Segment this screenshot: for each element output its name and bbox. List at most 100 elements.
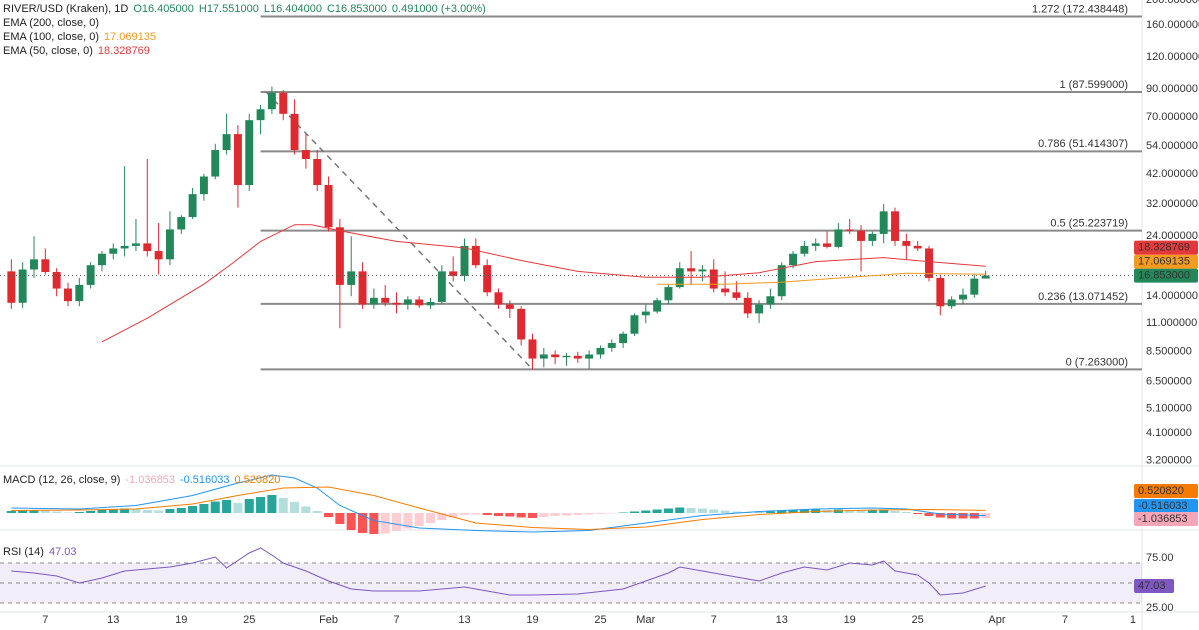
macd-histogram-bar — [799, 509, 809, 513]
macd-histogram-bar — [618, 512, 628, 513]
candle-body — [245, 120, 254, 186]
x-tick-label: 7 — [393, 614, 399, 626]
macd-histogram-bar — [958, 513, 968, 519]
candle-body — [290, 113, 299, 151]
macd-histogram-bar — [391, 513, 402, 531]
macd-histogram-bar — [154, 510, 164, 513]
fib-label: 1 (87.599000) — [1060, 79, 1129, 91]
macd-histogram-bar — [267, 495, 277, 513]
macd-histogram-bar — [595, 513, 605, 514]
macd-histogram-bar — [788, 510, 798, 513]
macd-histogram-bar — [652, 509, 662, 513]
y-tick-label: 14.000000 — [1146, 290, 1198, 302]
macd-histogram-bar — [233, 503, 243, 513]
fib-label: 1.272 (172.438448) — [1032, 3, 1128, 15]
candle-body — [381, 297, 390, 303]
candle-body — [313, 158, 322, 186]
macd-histogram-bar — [290, 502, 300, 513]
candle-body — [120, 245, 129, 249]
legend-label: EMA (50, close, 0) — [3, 45, 93, 57]
macd-histogram-bar — [527, 513, 538, 518]
x-tick-label: 19 — [526, 614, 538, 626]
pane-title: RSI (14) — [3, 546, 44, 558]
macd-histogram-bar — [516, 513, 526, 518]
price-legend: RIVER/USD (Kraken), 1D O16.405000 H17.5510… — [3, 2, 496, 58]
candle-body — [267, 92, 276, 110]
candle-body — [925, 248, 933, 278]
candle-body — [687, 268, 696, 272]
y-tick-label: 5.100000 — [1146, 403, 1192, 415]
x-tick-label: Feb — [319, 614, 338, 626]
macd-histogram-bar — [505, 513, 515, 517]
macd-badge — [1134, 499, 1198, 513]
fib-label: 0.5 (25.223719) — [1050, 218, 1128, 230]
y-tick-label: 32.000000 — [1146, 198, 1198, 210]
candle-body — [766, 296, 775, 305]
macd-histogram-bar — [584, 513, 594, 515]
macd-histogram-bar — [471, 513, 481, 515]
macd-histogram-bar — [312, 511, 322, 513]
macd-histogram-bar — [278, 498, 288, 513]
candle-body — [517, 308, 526, 340]
candle-body — [573, 355, 582, 359]
macd-histogram-bar — [165, 509, 175, 513]
y-tick-label: 120.000000 — [1146, 51, 1199, 63]
candle-body — [539, 354, 548, 359]
candle-body — [256, 109, 265, 121]
candle-body — [437, 271, 446, 302]
macd-histogram-bar — [686, 508, 696, 513]
y-tick-label: 6.500000 — [1146, 376, 1192, 388]
macd-histogram-bar — [414, 513, 424, 526]
ohlc-value: C16.853000 — [326, 3, 387, 15]
candle-body — [698, 269, 707, 272]
macd-badge-label: -1.036853 — [1138, 513, 1188, 525]
macd-histogram-bar — [675, 507, 685, 513]
trend-line — [265, 91, 534, 370]
y-tick-label: 75.00 — [1146, 552, 1174, 564]
macd-histogram-bar — [663, 508, 673, 513]
x-tick-label: 25 — [594, 614, 606, 626]
macd-histogram-bar — [380, 513, 390, 534]
price-badge — [1134, 254, 1198, 269]
price-badge — [1134, 240, 1198, 255]
ema-line — [657, 272, 986, 285]
candle-body — [585, 354, 594, 359]
macd-histogram-bar — [550, 513, 560, 516]
y-tick-label: 70.000000 — [1146, 111, 1198, 123]
x-tick-label: 7 — [1062, 614, 1068, 626]
x-tick-label: Mar — [636, 614, 655, 626]
macd-histogram-bar — [6, 511, 16, 513]
candle-body — [199, 176, 208, 195]
candle-body — [868, 233, 877, 241]
x-tick-label: 19 — [175, 614, 187, 626]
candle-body — [755, 304, 764, 314]
candle-body — [811, 243, 820, 246]
legend-item: RSI (14) 47.03 — [3, 545, 82, 559]
candle-body — [505, 304, 514, 309]
ohlc-value: H17.551000 — [198, 3, 259, 15]
macd-histogram-bar — [573, 513, 583, 515]
price-badge-label: 18.328769 — [1138, 241, 1190, 253]
macd-histogram-bar — [369, 513, 379, 534]
macd-histogram-bar — [754, 512, 764, 513]
candle-body — [449, 271, 458, 276]
macd-histogram-bar — [879, 510, 889, 513]
candle-body — [165, 229, 174, 260]
macd-histogram-bar — [777, 510, 787, 513]
legend-value: 47.03 — [48, 546, 77, 558]
y-tick-label: 160.000000 — [1146, 19, 1199, 31]
legend-value: -0.516033 — [179, 474, 230, 486]
macd-histogram-bar — [947, 513, 957, 519]
y-tick-label: 3.200000 — [1146, 455, 1192, 467]
y-tick-label: 8.500000 — [1146, 346, 1192, 358]
macd-histogram-bar — [448, 513, 458, 518]
header: RIVER/USD (Kraken), 1D O16.405000 H17.5510… — [3, 2, 496, 16]
price-badge-label: 16.853000 — [1138, 269, 1190, 281]
legend-item: MACD (12, 26, close, 9) -1.036853 -0.51603… — [3, 473, 285, 487]
candle-body — [131, 243, 140, 246]
y-tick-label: 4.100000 — [1146, 427, 1192, 439]
candle-body — [41, 259, 50, 273]
ema-line — [101, 224, 986, 343]
rsi-line — [11, 547, 986, 596]
candle-body — [913, 245, 922, 249]
